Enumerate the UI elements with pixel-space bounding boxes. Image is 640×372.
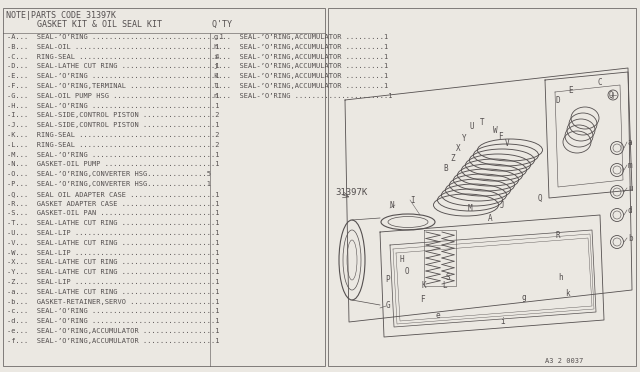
Text: -Z...  SEAL-LIP .................................1: -Z... SEAL-LIP .........................… bbox=[7, 279, 220, 285]
Text: -B...  SEAL-OIL .................................1: -B... SEAL-OIL .........................… bbox=[7, 44, 220, 50]
Text: Q: Q bbox=[538, 193, 543, 202]
Text: D: D bbox=[556, 96, 561, 105]
Text: l...  SEAL-’O’RING,ACCUMULATOR .........1: l... SEAL-’O’RING,ACCUMULATOR .........1 bbox=[214, 83, 388, 89]
Text: -P...  SEAL-’O’RING,CONVERTER HSG..............1: -P... SEAL-’O’RING,CONVERTER HSG........… bbox=[7, 181, 211, 187]
Text: i...  SEAL-’O’RING,ACCUMULATOR .........1: i... SEAL-’O’RING,ACCUMULATOR .........1 bbox=[214, 54, 388, 60]
Text: E: E bbox=[568, 86, 573, 94]
Text: -K...  RING-SEAL ................................2: -K... RING-SEAL ........................… bbox=[7, 132, 220, 138]
Text: B: B bbox=[443, 164, 447, 173]
Text: -Q...  SEAL OIL ADAPTER CASE ....................1: -Q... SEAL OIL ADAPTER CASE ............… bbox=[7, 191, 220, 197]
Text: GASKET KIT & OIL SEAL KIT          Q'TY: GASKET KIT & OIL SEAL KIT Q'TY bbox=[17, 20, 232, 29]
Text: V: V bbox=[505, 138, 509, 148]
Text: i: i bbox=[500, 317, 504, 327]
Text: e: e bbox=[435, 311, 440, 320]
Text: -e...  SEAL-’O’RING,ACCUMULATOR .................1: -e... SEAL-’O’RING,ACCUMULATOR .........… bbox=[7, 328, 220, 334]
Text: A3 2 0037: A3 2 0037 bbox=[545, 358, 583, 364]
Text: Q: Q bbox=[609, 90, 614, 99]
Text: P: P bbox=[385, 276, 390, 285]
Text: T: T bbox=[480, 118, 484, 126]
Text: F: F bbox=[420, 295, 424, 305]
Text: F: F bbox=[498, 131, 502, 141]
Text: -f...  SEAL-’O’RING,ACCUMULATOR .................1: -f... SEAL-’O’RING,ACCUMULATOR .........… bbox=[7, 338, 220, 344]
Text: -M...  SEAL-’O’RING .............................1: -M... SEAL-’O’RING .....................… bbox=[7, 152, 220, 158]
Text: U: U bbox=[469, 122, 474, 131]
Text: g: g bbox=[522, 294, 527, 302]
Text: N: N bbox=[390, 201, 395, 209]
Text: -A...  SEAL-’O’RING ..............................1: -A... SEAL-’O’RING .....................… bbox=[7, 34, 224, 40]
Bar bbox=[328, 8, 636, 366]
Text: -N...  GASKET-OIL PUMP ..........................1: -N... GASKET-OIL PUMP ..................… bbox=[7, 161, 220, 167]
Text: -H...  SEAL-’O’RING .............................1: -H... SEAL-’O’RING .....................… bbox=[7, 103, 220, 109]
Text: a: a bbox=[628, 138, 632, 147]
Text: A: A bbox=[488, 214, 493, 222]
Text: k...  SEAL-’O’RING,ACCUMULATOR .........1: k... SEAL-’O’RING,ACCUMULATOR .........1 bbox=[214, 73, 388, 79]
Text: d: d bbox=[628, 205, 632, 215]
Text: -G...  SEAL-OIL PUMP HSG ........................1: -G... SEAL-OIL PUMP HSG ................… bbox=[7, 93, 220, 99]
Text: C: C bbox=[597, 77, 602, 87]
Text: Z: Z bbox=[450, 154, 454, 163]
Text: h: h bbox=[558, 273, 563, 282]
Text: -d...  SEAL-’O’RING .............................1: -d... SEAL-’O’RING .....................… bbox=[7, 318, 220, 324]
Text: g...  SEAL-’O’RING,ACCUMULATOR .........1: g... SEAL-’O’RING,ACCUMULATOR .........1 bbox=[214, 34, 388, 40]
Text: -W...  SEAL-LIP .................................1: -W... SEAL-LIP .........................… bbox=[7, 250, 220, 256]
Text: j...  SEAL-’O’RING,ACCUMULATOR .........1: j... SEAL-’O’RING,ACCUMULATOR .........1 bbox=[214, 63, 388, 70]
Text: -R...  GASKET ADAPTER CASE ......................1: -R... GASKET ADAPTER CASE ..............… bbox=[7, 201, 220, 206]
Text: L: L bbox=[442, 282, 447, 291]
Text: K: K bbox=[421, 282, 426, 291]
Text: J: J bbox=[500, 201, 504, 209]
Text: -V...  SEAL-LATHE CUT RING ......................1: -V... SEAL-LATHE CUT RING ..............… bbox=[7, 240, 220, 246]
Text: m: m bbox=[628, 160, 632, 170]
Text: H: H bbox=[400, 256, 404, 264]
Text: -a...  SEAL-LATHE CUT RING ......................1: -a... SEAL-LATHE CUT RING ..............… bbox=[7, 289, 220, 295]
Text: R: R bbox=[555, 231, 559, 240]
Text: W: W bbox=[493, 125, 498, 135]
Text: X: X bbox=[456, 144, 461, 153]
Text: -U...  SEAL-LIP .................................1: -U... SEAL-LIP .........................… bbox=[7, 230, 220, 236]
Text: O: O bbox=[405, 267, 410, 276]
Text: -F...  SEAL-’O’RING,TERMINAL ....................1: -F... SEAL-’O’RING,TERMINAL ............… bbox=[7, 83, 220, 89]
Text: -J...  SEAL-SIDE,CONTROL PISTON .................1: -J... SEAL-SIDE,CONTROL PISTON .........… bbox=[7, 122, 220, 128]
Text: I: I bbox=[410, 196, 415, 205]
Text: 31397K: 31397K bbox=[335, 188, 367, 197]
Text: h...  SEAL-’O’RING,ACCUMULATOR .........1: h... SEAL-’O’RING,ACCUMULATOR .........1 bbox=[214, 44, 388, 50]
Text: b: b bbox=[628, 234, 632, 243]
Text: M: M bbox=[468, 203, 472, 212]
Text: Y: Y bbox=[462, 134, 467, 142]
Text: -C...  RING-SEAL ................................4: -C... RING-SEAL ........................… bbox=[7, 54, 220, 60]
Text: -S...  GASKET-OIL PAN ...........................1: -S... GASKET-OIL PAN ...................… bbox=[7, 211, 220, 217]
Text: S: S bbox=[445, 273, 450, 282]
Bar bbox=[3, 8, 325, 366]
Text: -Y...  SEAL-LATHE CUT RING ......................1: -Y... SEAL-LATHE CUT RING ..............… bbox=[7, 269, 220, 275]
Text: n...  SEAL-’O’RING ......................1: n... SEAL-’O’RING ......................… bbox=[214, 93, 392, 99]
Text: -D...  SEAL-LATHE CUT RING ......................1: -D... SEAL-LATHE CUT RING ..............… bbox=[7, 63, 220, 70]
Text: -c...  SEAL-’O’RING .............................1: -c... SEAL-’O’RING .....................… bbox=[7, 308, 220, 314]
Text: -T...  SEAL-LATHE CUT RING ......................1: -T... SEAL-LATHE CUT RING ..............… bbox=[7, 220, 220, 226]
Text: -X...  SEAL-LATHE CUT RING ......................1: -X... SEAL-LATHE CUT RING ..............… bbox=[7, 259, 220, 265]
Text: G: G bbox=[386, 301, 390, 311]
Text: k: k bbox=[565, 289, 570, 298]
Text: -L...  RING-SEAL ................................2: -L... RING-SEAL ........................… bbox=[7, 142, 220, 148]
Text: -O...  SEAL-’O’RING,CONVERTER HSG..............5: -O... SEAL-’O’RING,CONVERTER HSG........… bbox=[7, 171, 211, 177]
Text: u: u bbox=[628, 183, 632, 192]
Text: -E...  SEAL-’O’RING .............................1: -E... SEAL-’O’RING .....................… bbox=[7, 73, 220, 79]
Text: -I...  SEAL-SIDE,CONTROL PISTON .................2: -I... SEAL-SIDE,CONTROL PISTON .........… bbox=[7, 112, 220, 118]
Text: -b...  GASKET-RETAINER,SERVO ....................1: -b... GASKET-RETAINER,SERVO ............… bbox=[7, 299, 220, 305]
Text: NOTE|PARTS CODE 31397K: NOTE|PARTS CODE 31397K bbox=[6, 11, 116, 20]
